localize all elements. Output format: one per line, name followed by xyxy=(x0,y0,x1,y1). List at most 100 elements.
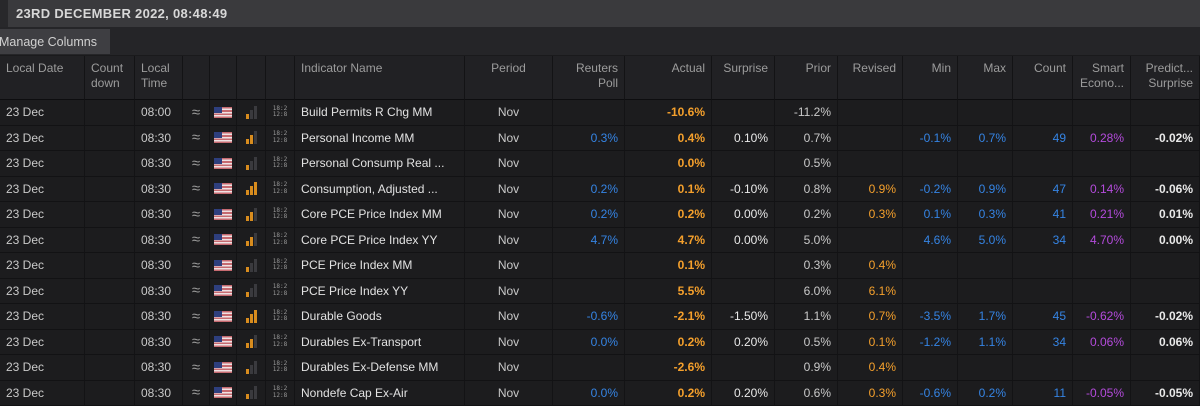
cell-approx: ≈ xyxy=(183,125,210,151)
cell-predict: 0.06% xyxy=(1131,329,1200,355)
cell-predict xyxy=(1131,355,1200,381)
economic-calendar-icon: 18:2 12:8 xyxy=(272,257,288,272)
table-row[interactable]: 23 Dec 08:30 ≈18:2 12:8 PCE Price Index MM N… xyxy=(0,253,1200,279)
economic-calendar-icon: 18:2 12:8 xyxy=(272,283,288,297)
cell-poll: 4.7% xyxy=(553,227,625,253)
cell-predict: 0.00% xyxy=(1131,227,1200,253)
us-flag-icon xyxy=(214,208,232,220)
header-revised[interactable]: Revised xyxy=(838,56,903,100)
header-time[interactable]: Local Time xyxy=(135,56,183,100)
cell-min: 4.6% xyxy=(903,227,958,253)
cell-date: 23 Dec xyxy=(0,100,85,126)
table-row[interactable]: 23 Dec 08:30 ≈18:2 12:8 Durables Ex-Defense… xyxy=(0,355,1200,381)
table-row[interactable]: 23 Dec 08:30 ≈18:2 12:8 Durable Goods Nov -0.… xyxy=(0,304,1200,330)
header-surprise[interactable]: Surprise xyxy=(712,56,775,100)
cell-name: Durables Ex-Transport xyxy=(295,329,465,355)
cell-time: 08:30 xyxy=(135,227,183,253)
cell-countdown xyxy=(85,253,135,279)
cell-flag xyxy=(210,202,237,228)
header-min[interactable]: Min xyxy=(903,56,958,100)
cell-max xyxy=(958,355,1013,381)
cell-period: Nov xyxy=(465,151,553,177)
manage-columns-button[interactable]: Manage Columns xyxy=(0,29,110,54)
importance-bars-icon xyxy=(245,258,257,272)
cell-calicon[interactable]: 18:2 12:8 xyxy=(266,227,295,253)
table-row[interactable]: 23 Dec 08:30 ≈18:2 12:8 Core PCE Price Inde… xyxy=(0,227,1200,253)
cell-time: 08:30 xyxy=(135,176,183,202)
us-flag-icon xyxy=(214,106,232,118)
cell-revised: 0.4% xyxy=(838,355,903,381)
table-row[interactable]: 23 Dec 08:30 ≈18:2 12:8 Consumption, Adjust… xyxy=(0,176,1200,202)
importance-bars-icon xyxy=(245,131,257,145)
header-poll[interactable]: Reuters Poll xyxy=(553,56,625,100)
table-row[interactable]: 23 Dec 08:30 ≈18:2 12:8 Personal Income MM N… xyxy=(0,125,1200,151)
header-flag xyxy=(210,56,237,100)
table-body: 23 Dec 08:00 ≈18:2 12:8 Build Permits R Chg… xyxy=(0,100,1200,406)
table-row[interactable]: 23 Dec 08:00 ≈18:2 12:8 Build Permits R Chg… xyxy=(0,100,1200,126)
header-prior[interactable]: Prior xyxy=(775,56,838,100)
cell-importance xyxy=(237,329,266,355)
cell-surprise: 0.00% xyxy=(712,202,775,228)
cell-calicon[interactable]: 18:2 12:8 xyxy=(266,380,295,406)
cell-date: 23 Dec xyxy=(0,151,85,177)
cell-time: 08:30 xyxy=(135,278,183,304)
cell-count: 34 xyxy=(1013,329,1073,355)
table-row[interactable]: 23 Dec 08:30 ≈18:2 12:8 Nondefe Cap Ex-Air N… xyxy=(0,380,1200,406)
economic-calendar-icon: 18:2 12:8 xyxy=(272,155,288,170)
table-row[interactable]: 23 Dec 08:30 ≈18:2 12:8 PCE Price Index YY N… xyxy=(0,278,1200,304)
cell-calicon[interactable]: 18:2 12:8 xyxy=(266,278,295,304)
cell-date: 23 Dec xyxy=(0,253,85,279)
approx-time-icon: ≈ xyxy=(191,205,201,223)
table-row[interactable]: 23 Dec 08:30 ≈18:2 12:8 Durables Ex-Transpo… xyxy=(0,329,1200,355)
cell-time: 08:30 xyxy=(135,151,183,177)
cell-period: Nov xyxy=(465,329,553,355)
cell-calicon[interactable]: 18:2 12:8 xyxy=(266,329,295,355)
header-date[interactable]: Local Date xyxy=(0,56,85,100)
cell-min xyxy=(903,100,958,126)
cell-calicon[interactable]: 18:2 12:8 xyxy=(266,125,295,151)
cell-period: Nov xyxy=(465,176,553,202)
header-smart[interactable]: Smart Econo... xyxy=(1073,56,1131,100)
cell-calicon[interactable]: 18:2 12:8 xyxy=(266,176,295,202)
cell-date: 23 Dec xyxy=(0,304,85,330)
header-countdown[interactable]: Count down xyxy=(85,56,135,100)
cell-calicon[interactable]: 18:2 12:8 xyxy=(266,202,295,228)
cell-calicon[interactable]: 18:2 12:8 xyxy=(266,151,295,177)
cell-flag xyxy=(210,100,237,126)
cell-name: Core PCE Price Index YY xyxy=(295,227,465,253)
cell-date: 23 Dec xyxy=(0,278,85,304)
cell-prior: 5.0% xyxy=(775,227,838,253)
cell-calicon[interactable]: 18:2 12:8 xyxy=(266,100,295,126)
cell-max: 0.3% xyxy=(958,202,1013,228)
table-row[interactable]: 23 Dec 08:30 ≈18:2 12:8 Personal Consump Re… xyxy=(0,151,1200,177)
header-count[interactable]: Count xyxy=(1013,56,1073,100)
cell-actual: 0.2% xyxy=(625,380,712,406)
header-predict[interactable]: Predict... Surprise xyxy=(1131,56,1200,100)
header-name[interactable]: Indicator Name xyxy=(295,56,465,100)
cell-min xyxy=(903,253,958,279)
cell-flag xyxy=(210,176,237,202)
cell-approx: ≈ xyxy=(183,151,210,177)
cell-predict: -0.02% xyxy=(1131,125,1200,151)
cell-prior: 0.2% xyxy=(775,202,838,228)
cell-calicon[interactable]: 18:2 12:8 xyxy=(266,355,295,381)
cell-importance xyxy=(237,380,266,406)
table-row[interactable]: 23 Dec 08:30 ≈18:2 12:8 Core PCE Price Inde… xyxy=(0,202,1200,228)
cell-smart xyxy=(1073,151,1131,177)
header-max[interactable]: Max xyxy=(958,56,1013,100)
cell-importance xyxy=(237,253,266,279)
cell-calicon[interactable]: 18:2 12:8 xyxy=(266,253,295,279)
cell-poll xyxy=(553,278,625,304)
header-actual[interactable]: Actual xyxy=(625,56,712,100)
economic-calendar-icon: 18:2 12:8 xyxy=(272,334,288,348)
cell-surprise: 0.00% xyxy=(712,227,775,253)
cell-revised: 0.3% xyxy=(838,380,903,406)
cell-smart xyxy=(1073,355,1131,381)
cell-importance xyxy=(237,100,266,126)
cell-revised: 0.3% xyxy=(838,202,903,228)
cell-date: 23 Dec xyxy=(0,355,85,381)
cell-revised xyxy=(838,227,903,253)
cell-surprise xyxy=(712,355,775,381)
header-period[interactable]: Period xyxy=(465,56,553,100)
cell-calicon[interactable]: 18:2 12:8 xyxy=(266,304,295,330)
